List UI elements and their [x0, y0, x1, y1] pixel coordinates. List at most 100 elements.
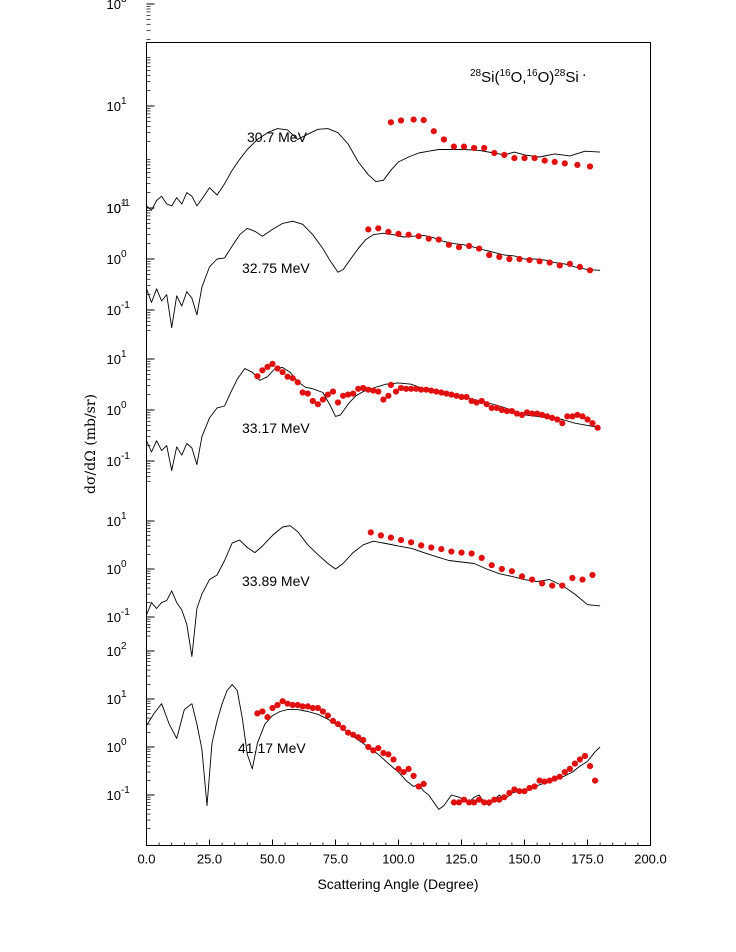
data-point	[410, 772, 417, 780]
data-point	[418, 542, 425, 549]
data-point	[574, 161, 581, 168]
data-point	[551, 158, 558, 165]
data-point	[569, 413, 576, 420]
data-point	[513, 410, 521, 417]
data-point	[508, 408, 515, 415]
data-point	[579, 576, 586, 583]
y-tick-label: 101	[107, 349, 127, 367]
data-point	[274, 365, 281, 372]
data-point	[360, 736, 367, 744]
data-point	[259, 708, 266, 715]
data-point	[481, 799, 488, 806]
data-point	[294, 379, 301, 386]
data-point	[445, 241, 452, 248]
y-axis-title: dσ/dΩ (mb/sr)	[83, 394, 99, 494]
data-point	[340, 392, 347, 399]
data-point	[458, 549, 465, 556]
data-point	[586, 267, 594, 274]
x-tick-label: 100.0	[382, 852, 415, 867]
data-point	[309, 397, 316, 405]
data-point	[420, 780, 427, 788]
data-point	[314, 704, 321, 712]
data-point	[433, 388, 440, 395]
data-point	[516, 255, 523, 263]
data-point	[549, 582, 556, 589]
y-tick-label: 101	[107, 689, 127, 707]
data-point	[529, 410, 536, 417]
data-point	[405, 231, 412, 238]
data-point	[365, 743, 372, 751]
data-point	[498, 565, 505, 573]
data-point	[395, 230, 402, 237]
data-point	[561, 769, 568, 776]
data-point	[521, 155, 528, 162]
data-point	[397, 117, 405, 124]
x-tick-label: 150.0	[508, 852, 541, 867]
data-point	[375, 388, 382, 395]
data-point	[549, 414, 556, 421]
data-point	[471, 144, 478, 152]
data-point	[539, 411, 546, 418]
y-tick-label: 10-1	[107, 451, 131, 469]
data-point	[523, 409, 531, 416]
y-tick-label: 100	[107, 400, 127, 418]
y-tick-label: 10-1	[107, 300, 131, 318]
data-point	[556, 262, 563, 269]
data-point	[473, 399, 480, 406]
data-point	[458, 393, 465, 401]
data-point	[438, 546, 445, 553]
x-tick-labels: 0.0 25.0 50.0 75.0 100.0 125.0 150.0 175.0 200.0	[137, 852, 666, 867]
data-point	[314, 401, 321, 408]
data-point	[279, 369, 286, 376]
data-point	[526, 784, 533, 792]
data-point	[554, 416, 561, 423]
data-point	[496, 796, 503, 803]
data-point	[418, 386, 425, 393]
data-point	[486, 799, 493, 806]
data-point	[284, 700, 291, 707]
data-point	[423, 386, 430, 393]
data-point	[579, 413, 586, 420]
y-tick-label: 10-1	[107, 785, 131, 803]
data-point	[468, 550, 475, 557]
data-point	[471, 799, 478, 806]
data-point	[468, 397, 475, 405]
data-point	[355, 734, 362, 741]
x-tick-label: 75.0	[323, 852, 348, 867]
calculation-curve	[146, 684, 601, 810]
data-point	[387, 119, 394, 126]
data-point	[385, 228, 392, 235]
data-point	[586, 763, 594, 770]
data-point	[340, 724, 347, 732]
data-point	[435, 236, 442, 243]
data-point	[566, 260, 574, 267]
data-point	[425, 235, 432, 242]
data-point	[566, 765, 574, 773]
data-point	[541, 157, 548, 164]
data-point	[289, 701, 296, 709]
plot-frame	[146, 42, 651, 846]
chart-title: 28Si(16O,16O)28Si ·	[470, 66, 587, 86]
data-point	[589, 571, 596, 579]
data-point	[498, 406, 505, 414]
data-point	[390, 756, 397, 763]
data-point	[334, 399, 342, 406]
data-point	[345, 391, 352, 398]
y-tick-label: 100	[107, 559, 127, 577]
data-point	[488, 404, 495, 411]
data-point	[428, 544, 435, 551]
y-tick-labels: 10310110-110110010-110110010-110110010-1…	[107, 0, 131, 803]
data-point	[355, 385, 362, 392]
data-point	[397, 384, 405, 392]
data-point	[455, 799, 463, 806]
data-point	[408, 539, 415, 546]
energy-label: 33.89 MeV	[242, 573, 310, 589]
data-point	[466, 799, 473, 806]
data-point	[536, 777, 543, 784]
data-point	[453, 392, 460, 399]
data-point	[594, 424, 601, 431]
data-point	[450, 143, 457, 150]
data-point	[324, 391, 331, 398]
data-point	[576, 263, 584, 270]
data-point	[375, 745, 382, 752]
